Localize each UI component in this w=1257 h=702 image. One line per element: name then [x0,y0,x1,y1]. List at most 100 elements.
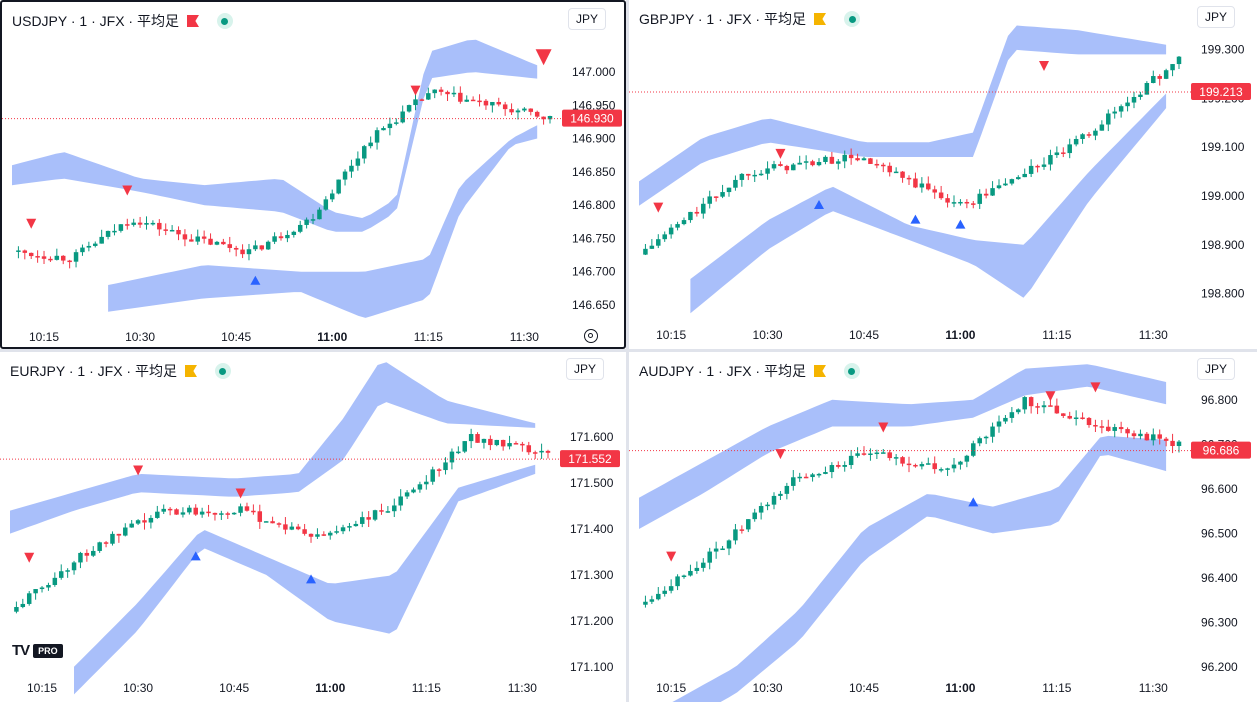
symbol-title[interactable]: AUDJPY · 1 · JFX · 平均足 [639,363,806,379]
candle-body [231,512,237,515]
candle-body [842,465,847,467]
candle-body [707,196,712,204]
candle-body [938,192,944,199]
candle-body [438,89,444,92]
currency-button[interactable]: JPY [566,358,605,380]
usdjpy-chart-svg[interactable]: 147.000 146.950 146.900 146.850 146.800 146.7… [2,2,626,349]
symbol-header[interactable]: USDJPY · 1 · JFX · 平均足 [12,11,233,31]
currency-button[interactable]: JPY [1197,358,1236,380]
candle-body [118,224,124,231]
symbol-header[interactable]: AUDJPY · 1 · JFX · 平均足 [639,361,860,381]
candle-body [778,164,783,166]
gbpjpy-chart-svg[interactable]: 199.300199.200199.100199.000198.900198.8… [629,0,1257,349]
symbol-header[interactable]: GBPJPY · 1 · JFX · 平均足 [639,9,860,29]
currency-button[interactable]: JPY [1197,6,1236,28]
candle-body [746,519,751,530]
y-tick-label: 147.000 [572,65,616,79]
x-tick-label: 10:15 [656,681,686,695]
x-tick-label: 10:45 [219,681,249,695]
y-tick-label: 146.750 [572,231,616,245]
y-tick-label: 171.200 [570,614,614,628]
candle-body [58,571,64,578]
candle-body [919,183,925,188]
candle-body [881,452,886,454]
candle-body [219,513,224,515]
candle-body [278,236,284,239]
flag-icon[interactable] [184,365,197,377]
candle-body [404,492,410,497]
candle-body [938,469,944,471]
symbol-title[interactable]: USDJPY · 1 · JFX · 平均足 [12,13,179,29]
audjpy-chart-panel[interactable]: 96.80096.70096.60096.50096.40096.30096.2… [629,352,1257,702]
candle-body [129,523,134,528]
candle-body [60,255,66,261]
candle-body [746,173,751,176]
candle-body [1151,434,1156,441]
flag-icon[interactable] [814,13,826,25]
audjpy-chart-svg[interactable]: 96.80096.70096.60096.50096.40096.30096.2… [629,352,1257,702]
settings-gear-icon[interactable] [584,329,598,343]
candle-body [649,599,655,602]
candle-body [707,551,712,563]
candle-body [1118,106,1124,112]
candle-body [368,142,373,147]
gbpjpy-chart-panel[interactable]: 199.300199.200199.100199.000198.900198.8… [629,0,1257,349]
symbol-title[interactable]: EURJPY · 1 · JFX · 平均足 [10,363,177,379]
symbol-header[interactable]: EURJPY · 1 · JFX · 平均足 [10,361,231,381]
sell-signal-marker [1090,382,1101,393]
candle-body [887,165,892,173]
candle-body [951,202,957,204]
candle-body [199,511,205,515]
eurjpy-chart-svg[interactable]: 171.600 171.500 171.400 171.300 171.200 171.1… [0,352,626,702]
eurjpy-chart-panel[interactable]: 171.600 171.500 171.400 171.300 171.200 171.1… [0,352,626,702]
candle-body [1093,130,1098,136]
candle-body [990,426,995,437]
candle-body [726,540,732,549]
candle-body [643,601,648,605]
currency-button[interactable]: JPY [568,8,607,30]
candle-body [733,529,738,541]
buy-signal-marker [190,551,201,561]
candle-body [381,128,386,131]
candle-body [1003,417,1008,422]
candle-body [65,570,70,572]
candle-body [349,165,354,172]
sell-signal-marker [235,488,246,499]
candle-body [340,527,346,532]
candle-body [881,164,886,167]
symbol-title[interactable]: GBPJPY · 1 · JFX · 平均足 [639,11,806,27]
candle-body [1131,96,1137,103]
candle-body [906,463,912,466]
candle-body [990,188,995,196]
candle-body [1170,440,1175,447]
horizontal-divider[interactable] [0,349,1257,352]
price-label-text: 171.552 [568,452,612,466]
candle-body [1061,413,1066,416]
x-tick-label: 11:00 [317,330,347,344]
candle-body [48,258,53,261]
y-tick-label: 146.950 [572,98,616,112]
candle-body [470,99,476,102]
candle-body [424,481,429,485]
candle-body [848,455,854,466]
flag-icon[interactable] [813,365,826,377]
candle-body [155,511,160,518]
sell-signal-marker [1039,60,1049,71]
candle-body [784,485,790,494]
candle-body [464,99,469,102]
candle-body [861,453,867,455]
candle-body [983,193,989,196]
candle-body [1080,417,1085,420]
candle-body [1151,76,1156,83]
candle-body [1035,406,1040,408]
candle-body [784,165,790,171]
candle-body [816,161,822,166]
candle-body [913,464,918,467]
candle-body [14,607,19,612]
y-tick-label: 198.800 [1201,287,1245,301]
candle-body [163,229,168,231]
market-status-icon [216,13,233,29]
tradingview-logo: TV PRO [12,642,63,659]
usdjpy-chart-panel[interactable]: 147.000 146.950 146.900 146.850 146.800 146.7… [0,0,626,349]
flag-icon[interactable] [186,15,199,27]
